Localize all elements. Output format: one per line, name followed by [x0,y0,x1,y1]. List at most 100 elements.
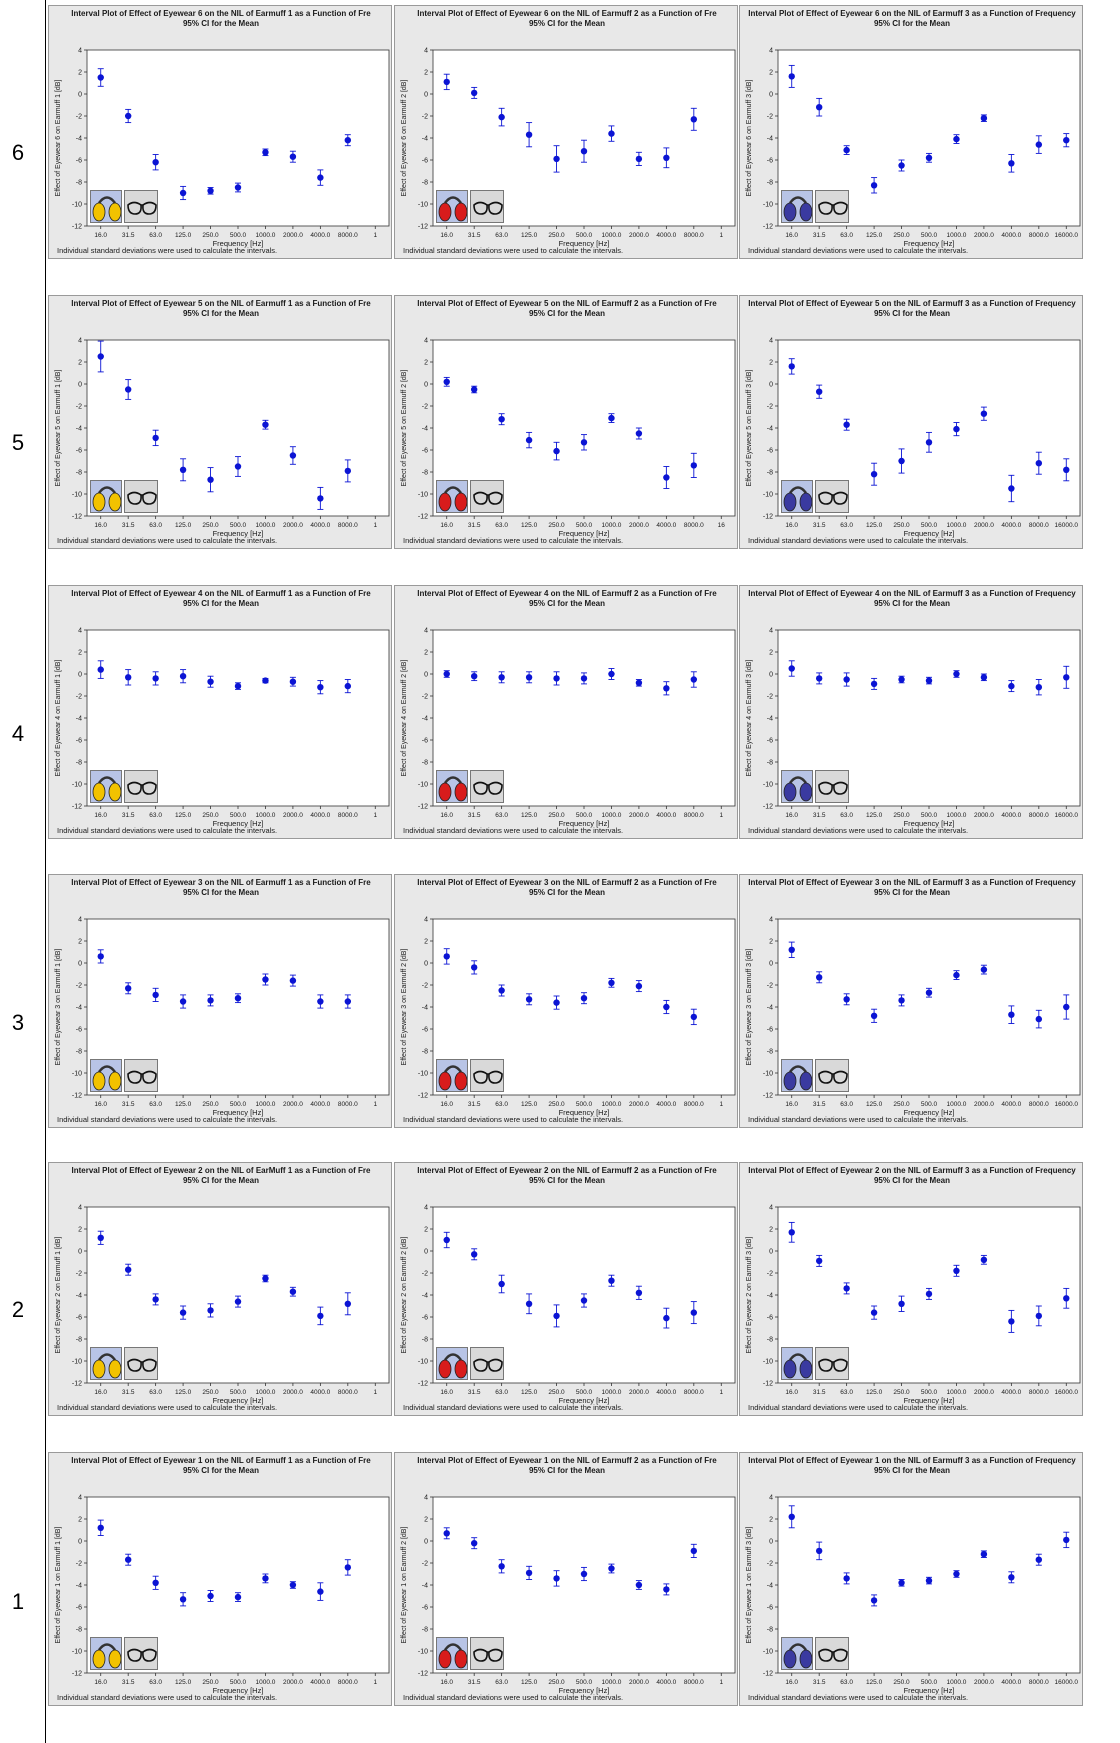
earmuff-photo-icon [436,1347,468,1380]
y-tick-label: -4 [422,136,428,143]
interval-mark [1035,135,1043,154]
row-label-1: 1 [11,1589,25,1614]
y-axis-label: Effect of Eyewear 2 on Earmuff 1 [dB] [55,1237,62,1354]
mean-point [690,462,698,469]
mean-point [870,1309,878,1316]
mean-point [289,153,297,160]
x-tick-label: 16.0 [94,1389,107,1396]
y-tick-label: 0 [424,961,428,968]
x-tick-label: 250.0 [202,1679,219,1686]
y-tick-label: -6 [767,158,773,165]
mean-point [553,447,560,455]
interval-mark [1008,474,1015,503]
mean-point [925,677,933,684]
interval-mark [1063,458,1070,482]
chart-subtitle: 95% CI for the Mean [182,599,259,608]
interval-mark [317,169,324,186]
interval-mark [580,992,588,1005]
x-tick-label: 8000.0 [338,812,358,819]
y-tick-label: -4 [767,1005,773,1012]
x-tick-label: 16000.0 [1055,232,1079,239]
interval-mark [443,1527,450,1540]
safety-glasses-photo-icon [470,480,504,513]
interval-mark [870,462,878,486]
y-tick-label: 2 [424,1517,428,1524]
interval-mark [443,948,450,965]
x-tick-label: 125.0 [175,522,192,529]
interval-mark [207,675,214,688]
chart-title: Interval Plot of Effect of Eyewear 3 on … [71,878,371,887]
y-tick-label: -2 [76,404,82,411]
interval-mark [608,125,615,142]
mean-point [152,159,159,166]
interval-mark [815,384,823,399]
mean-point [925,154,933,161]
mean-point [898,162,905,169]
x-tick-label: 63.0 [495,1389,508,1396]
mean-point [179,998,187,1005]
x-tick-label: 1000.0 [947,522,967,529]
x-tick-label: 8000.0 [338,522,358,529]
mean-point [898,997,905,1004]
interval-mark [553,995,560,1010]
interval-mark [344,459,352,483]
interval-mark [525,1293,533,1315]
y-tick-label: -4 [422,426,428,433]
y-tick-label: -10 [72,782,82,789]
interval-mark [580,434,588,451]
interval-mark [152,429,159,447]
interval-mark [580,139,588,163]
x-tick-label: 4000.0 [656,232,676,239]
interval-mark [97,1230,104,1245]
x-tick-label: 4000.0 [656,1389,676,1396]
interval-mark [815,97,823,117]
y-tick-label: -10 [763,782,773,789]
x-tick-label: 63.0 [149,1679,162,1686]
mean-point [207,476,214,483]
x-tick-label: 1000.0 [947,1389,967,1396]
y-tick-label: 0 [769,382,773,389]
mean-point [663,1003,670,1011]
y-tick-label: -10 [763,1071,773,1078]
x-tick-label: 500.0 [921,1389,938,1396]
interval-mark [344,679,352,694]
x-tick-label: 250.0 [893,1679,910,1686]
chart-subtitle: 95% CI for the Mean [182,309,259,318]
mean-point [179,1596,187,1603]
x-tick-label: 500.0 [230,1389,247,1396]
interval-mark [843,145,850,155]
x-tick-label: 500.0 [576,1679,593,1686]
mean-point [124,1556,132,1563]
interval-mark [843,418,850,431]
x-tick-label: 8000.0 [1029,522,1049,529]
y-tick-label: -12 [763,1671,773,1678]
interval-mark [317,1306,324,1326]
x-tick-label: 125.0 [866,812,883,819]
x-tick-label: 250.0 [893,522,910,529]
mean-point [525,131,533,138]
interval-mark [608,977,615,988]
x-tick-label: 4000.0 [656,812,676,819]
interval-mark [1063,994,1070,1020]
y-tick-label: -2 [767,983,773,990]
safety-glasses-photo-icon [124,480,158,513]
y-tick-label: -4 [76,716,82,723]
x-tick-label: 125.0 [175,232,192,239]
x-tick-label: 8000.0 [1029,1389,1049,1396]
y-tick-label: -10 [763,1359,773,1366]
y-tick-label: -4 [76,1583,82,1590]
row-label-2: 2 [11,1297,25,1322]
x-tick-label: 1000.0 [256,1389,276,1396]
safety-glasses-photo-icon [815,480,849,513]
interval-mark [843,1282,850,1295]
interval-mark [443,73,450,91]
x-tick-label: 2000.0 [974,812,994,819]
mean-point [925,439,933,446]
mean-point [470,964,478,971]
footnote: Individual standard deviations were used… [748,1693,969,1702]
interval-plot-svg: 4 2 0 -2 -4 -6 -8 -10 -12 16.0 31.5 63.0 125.0 250.0 5… [401,1495,736,1695]
interval-plot-panel: Interval Plot of Effect of Eyewear 5 on … [394,295,738,549]
interval-mark [152,671,159,686]
mean-point [690,676,698,683]
y-tick-label: 2 [78,650,82,657]
